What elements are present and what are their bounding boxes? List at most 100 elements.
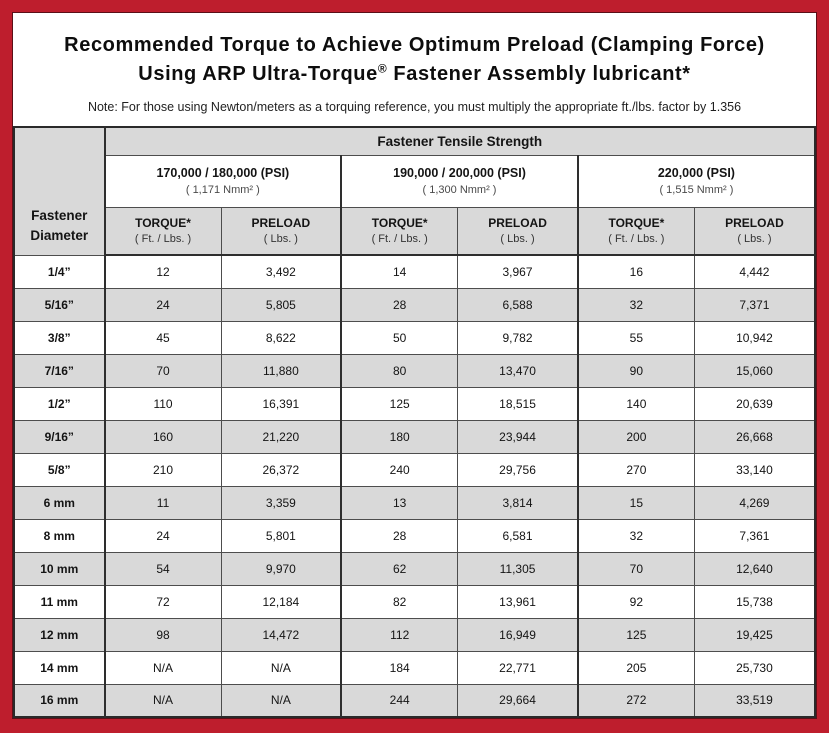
preload-value-cell: 11,305 — [457, 551, 579, 586]
table-row: 1/4” 12 3,492 14 3,967 16 4,442 — [13, 254, 816, 289]
torque-value-cell: 12 — [103, 254, 222, 289]
torque-value-cell: 32 — [576, 518, 695, 553]
torque-value-cell: 11 — [103, 485, 222, 520]
psi-group-header-220: 220,000 (PSI) ( 1,515 Nmm² ) — [576, 154, 816, 208]
preload-value-cell: 26,668 — [693, 419, 816, 454]
fastener-diameter-cell: 5/16” — [13, 287, 105, 322]
torque-value-cell: 140 — [576, 386, 695, 421]
torque-value-cell: 240 — [340, 452, 459, 487]
psi-group-row: 170,000 / 180,000 (PSI) ( 1,171 Nmm² ) 1… — [14, 154, 816, 208]
preload-unit: ( Lbs. ) — [263, 233, 298, 246]
torque-column-header: TORQUE* ( Ft. / Lbs. ) — [576, 206, 695, 256]
document-frame: Recommended Torque to Achieve Optimum Pr… — [12, 12, 817, 719]
psi-label: 190,000 / 200,000 (PSI) — [393, 166, 526, 180]
preload-value-cell: 10,942 — [693, 320, 816, 355]
preload-value-cell: 33,519 — [693, 683, 816, 718]
table-row: 3/8” 45 8,622 50 9,782 55 10,942 — [13, 320, 816, 355]
torque-value-cell: 180 — [340, 419, 459, 454]
torque-label: TORQUE* — [371, 216, 428, 231]
preload-column-header: PRELOAD ( Lbs. ) — [457, 206, 579, 256]
torque-value-cell: 125 — [340, 386, 459, 421]
torque-value-cell: 110 — [103, 386, 222, 421]
torque-value-cell: 24 — [103, 287, 222, 322]
torque-value-cell: 80 — [340, 353, 459, 388]
psi-group-header-190-200: 190,000 / 200,000 (PSI) ( 1,300 Nmm² ) — [340, 154, 579, 208]
torque-value-cell: 160 — [103, 419, 222, 454]
torque-value-cell: 72 — [103, 584, 222, 619]
preload-value-cell: 23,944 — [457, 419, 579, 454]
preload-value-cell: 25,730 — [693, 650, 816, 685]
preload-value-cell: 9,782 — [457, 320, 579, 355]
torque-value-cell: 112 — [340, 617, 459, 652]
preload-value-cell: 6,588 — [457, 287, 579, 322]
torque-value-cell: 24 — [103, 518, 222, 553]
preload-value-cell: 26,372 — [220, 452, 342, 487]
preload-value-cell: 14,472 — [220, 617, 342, 652]
table-row: 16 mm N/A N/A 244 29,664 272 33,519 — [13, 683, 816, 718]
torque-column-header: TORQUE* ( Ft. / Lbs. ) — [340, 206, 459, 256]
fastener-diameter-header-line-1: Fastener — [31, 208, 88, 224]
torque-value-cell: 210 — [103, 452, 222, 487]
table-row: 7/16” 70 11,880 80 13,470 90 15,060 — [13, 353, 816, 388]
preload-label: PRELOAD — [251, 216, 311, 231]
preload-value-cell: N/A — [220, 683, 342, 718]
table-row: 1/2” 110 16,391 125 18,515 140 20,639 — [13, 386, 816, 421]
torque-value-cell: 98 — [103, 617, 222, 652]
preload-column-header: PRELOAD ( Lbs. ) — [220, 206, 342, 256]
column-header-row: TORQUE* ( Ft. / Lbs. ) PRELOAD ( Lbs. ) … — [14, 206, 816, 256]
torque-unit: ( Ft. / Lbs. ) — [134, 233, 192, 246]
nmm-label: ( 1,171 Nmm² ) — [185, 184, 260, 196]
preload-value-cell: 4,442 — [693, 254, 816, 289]
preload-unit: ( Lbs. ) — [737, 233, 772, 246]
torque-value-cell: 70 — [103, 353, 222, 388]
preload-value-cell: 13,961 — [457, 584, 579, 619]
preload-value-cell: 4,269 — [693, 485, 816, 520]
preload-value-cell: 33,140 — [693, 452, 816, 487]
preload-unit: ( Lbs. ) — [500, 233, 535, 246]
table-row: 5/16” 24 5,805 28 6,588 32 7,371 — [13, 287, 816, 322]
nmm-label: ( 1,515 Nmm² ) — [659, 184, 734, 196]
preload-value-cell: 11,880 — [220, 353, 342, 388]
torque-value-cell: 270 — [576, 452, 695, 487]
preload-value-cell: 16,949 — [457, 617, 579, 652]
fastener-diameter-header-line-2: Diameter — [30, 227, 89, 243]
fastener-diameter-cell: 1/2” — [13, 386, 105, 421]
fastener-diameter-cell: 9/16” — [13, 419, 105, 454]
torque-value-cell: 125 — [576, 617, 695, 652]
torque-value-cell: 82 — [340, 584, 459, 619]
psi-label: 170,000 / 180,000 (PSI) — [156, 166, 290, 180]
table-row: 8 mm 24 5,801 28 6,581 32 7,361 — [13, 518, 816, 553]
psi-label: 220,000 (PSI) — [657, 166, 735, 180]
preload-label: PRELOAD — [488, 216, 547, 231]
preload-value-cell: 21,220 — [220, 419, 342, 454]
title-block: Recommended Torque to Achieve Optimum Pr… — [13, 13, 816, 126]
torque-value-cell: 16 — [576, 254, 695, 289]
preload-value-cell: 29,756 — [457, 452, 579, 487]
torque-table: Fastener Diameter Fastener Tensile Stren… — [13, 126, 816, 718]
preload-value-cell: 7,371 — [693, 287, 816, 322]
preload-value-cell: 19,425 — [693, 617, 816, 652]
torque-value-cell: 92 — [576, 584, 695, 619]
table-row: 11 mm 72 12,184 82 13,961 92 15,738 — [13, 584, 816, 619]
nmm-label: ( 1,300 Nmm² ) — [422, 184, 497, 196]
preload-value-cell: 22,771 — [457, 650, 579, 685]
torque-value-cell: 45 — [103, 320, 222, 355]
torque-value-cell: 272 — [576, 683, 695, 718]
psi-group-header-170-180: 170,000 / 180,000 (PSI) ( 1,171 Nmm² ) — [103, 154, 342, 208]
registered-trademark-symbol: ® — [377, 61, 388, 76]
torque-value-cell: 28 — [340, 287, 459, 322]
torque-column-header: TORQUE* ( Ft. / Lbs. ) — [103, 206, 222, 256]
page-title-line-1: Recommended Torque to Achieve Optimum Pr… — [64, 34, 765, 56]
preload-value-cell: 16,391 — [220, 386, 342, 421]
torque-value-cell: 70 — [576, 551, 695, 586]
torque-label: TORQUE* — [135, 216, 191, 231]
fastener-diameter-cell: 8 mm — [13, 518, 105, 553]
preload-column-header: PRELOAD ( Lbs. ) — [693, 206, 816, 256]
preload-value-cell: 3,967 — [457, 254, 579, 289]
preload-value-cell: 12,184 — [220, 584, 342, 619]
table-row: 10 mm 54 9,970 62 11,305 70 12,640 — [13, 551, 816, 586]
preload-value-cell: 13,470 — [457, 353, 579, 388]
preload-value-cell: 18,515 — [457, 386, 579, 421]
torque-value-cell: 13 — [340, 485, 459, 520]
